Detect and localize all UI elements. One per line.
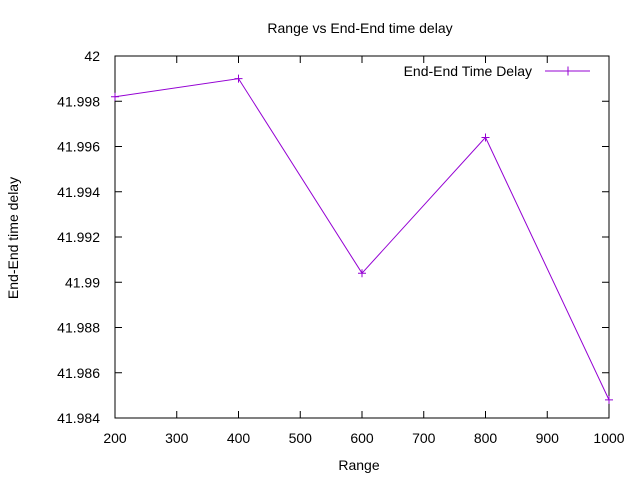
data-point-marker <box>605 395 613 404</box>
legend-label: End-End Time Delay <box>404 63 532 79</box>
y-tick-label: 41.984 <box>57 410 100 426</box>
x-tick-label: 1000 <box>593 430 624 446</box>
y-tick-label: 41.988 <box>57 320 100 336</box>
y-tick-label: 41.99 <box>65 274 100 290</box>
x-tick-label: 800 <box>474 430 498 446</box>
y-tick-label: 41.986 <box>57 365 100 381</box>
x-tick-label: 200 <box>103 430 127 446</box>
data-point-marker <box>111 92 119 101</box>
y-tick-label: 41.994 <box>57 184 100 200</box>
x-tick-label: 600 <box>350 430 374 446</box>
x-tick-label: 500 <box>289 430 313 446</box>
plot-frame <box>114 55 610 419</box>
y-tick-label: 41.992 <box>57 229 100 245</box>
data-point-marker <box>234 74 243 83</box>
x-axis-ticks: 200 300 400 500 600 700 800 900 1000 <box>103 56 625 446</box>
x-tick-label: 400 <box>227 430 251 446</box>
x-tick-label: 700 <box>412 430 436 446</box>
x-tick-label: 900 <box>536 430 560 446</box>
series-line <box>114 78 610 401</box>
series-layer <box>111 74 613 404</box>
y-tick-label: 41.998 <box>57 93 100 109</box>
chart-title: Range vs End-End time delay <box>267 20 452 36</box>
x-tick-label: 300 <box>165 430 189 446</box>
x-axis-label: Range <box>338 457 379 473</box>
legend-marker <box>563 66 573 76</box>
data-point-marker <box>358 269 366 278</box>
y-axis-label: End-End time delay <box>5 177 21 299</box>
y-tick-label: 41.996 <box>57 139 100 155</box>
y-tick-label: 42 <box>84 48 100 64</box>
legend: End-End Time Delay <box>404 63 590 79</box>
y-axis-ticks: 41.984 41.986 41.988 41.99 41.992 41.994 41.99… <box>57 48 609 426</box>
data-point-marker <box>481 133 490 142</box>
